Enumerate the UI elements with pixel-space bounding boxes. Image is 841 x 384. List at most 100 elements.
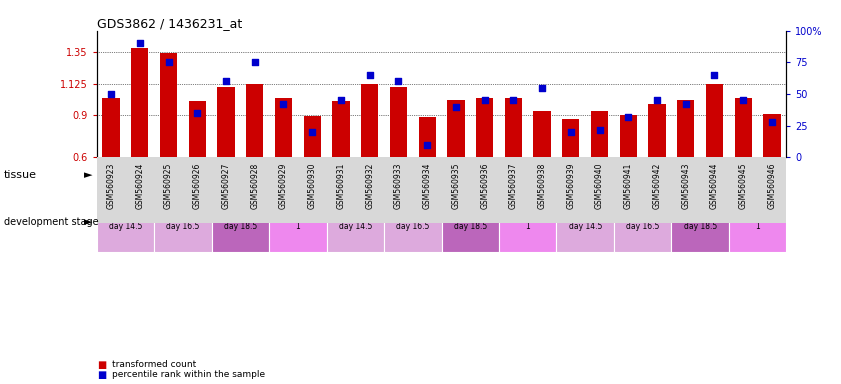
Text: GSM560924: GSM560924 xyxy=(135,163,145,209)
Text: GSM560928: GSM560928 xyxy=(251,163,259,209)
Text: tissue: tissue xyxy=(4,170,37,180)
Text: GSM560935: GSM560935 xyxy=(452,163,460,209)
Point xyxy=(708,72,722,78)
Bar xyxy=(154,192,212,252)
Point xyxy=(765,119,779,125)
Text: GSM560931: GSM560931 xyxy=(336,163,346,209)
Point xyxy=(161,59,175,65)
Text: efferent ducts: efferent ducts xyxy=(170,168,253,181)
Point xyxy=(564,129,578,135)
Text: embryonic
day 18.5: embryonic day 18.5 xyxy=(450,212,490,232)
Text: postnatal day
1: postnatal day 1 xyxy=(272,212,325,232)
Point xyxy=(191,110,204,116)
Point xyxy=(650,97,664,103)
Bar xyxy=(505,98,522,157)
Bar xyxy=(131,48,148,157)
Bar xyxy=(557,192,614,252)
Bar xyxy=(499,192,557,252)
Text: GSM560940: GSM560940 xyxy=(595,163,604,209)
Text: ■: ■ xyxy=(97,369,106,380)
Bar xyxy=(275,98,292,157)
Text: GSM560944: GSM560944 xyxy=(710,163,719,209)
Text: GDS3862 / 1436231_at: GDS3862 / 1436231_at xyxy=(97,17,242,30)
Bar xyxy=(389,87,407,157)
Text: percentile rank within the sample: percentile rank within the sample xyxy=(112,370,265,379)
Bar xyxy=(361,84,378,157)
Text: GSM560938: GSM560938 xyxy=(537,163,547,209)
Text: ■: ■ xyxy=(97,360,106,370)
Point xyxy=(334,97,347,103)
Bar xyxy=(557,157,786,192)
Point xyxy=(392,78,405,84)
Text: GSM560941: GSM560941 xyxy=(624,163,632,209)
Bar xyxy=(304,116,320,157)
Bar xyxy=(591,111,608,157)
Bar xyxy=(677,101,695,157)
Text: postnatal day
1: postnatal day 1 xyxy=(501,212,554,232)
Bar xyxy=(326,157,557,192)
Point xyxy=(679,101,692,107)
Bar xyxy=(764,114,780,157)
Text: GSM560930: GSM560930 xyxy=(308,163,317,209)
Bar xyxy=(269,192,326,252)
Bar xyxy=(97,157,326,192)
Text: GSM560936: GSM560936 xyxy=(480,163,489,209)
Bar xyxy=(103,98,119,157)
Bar xyxy=(620,115,637,157)
Bar xyxy=(476,98,493,157)
Bar xyxy=(419,117,436,157)
Text: ►: ► xyxy=(84,170,93,180)
Text: GSM560925: GSM560925 xyxy=(164,163,173,209)
Point xyxy=(420,142,434,148)
Point xyxy=(621,114,635,120)
Text: embryonic
day 16.5: embryonic day 16.5 xyxy=(622,212,663,232)
Text: GSM560933: GSM560933 xyxy=(394,163,403,209)
Point xyxy=(277,101,290,107)
Bar xyxy=(447,100,464,157)
Text: transformed count: transformed count xyxy=(112,361,196,369)
Text: embryonic
day 16.5: embryonic day 16.5 xyxy=(162,212,204,232)
Bar xyxy=(160,53,177,157)
Bar xyxy=(217,87,235,157)
Point xyxy=(104,91,118,97)
Text: GSM560946: GSM560946 xyxy=(768,163,776,209)
Bar xyxy=(706,84,723,157)
Bar xyxy=(648,104,665,157)
Point xyxy=(305,129,319,135)
Text: postnatal day
1: postnatal day 1 xyxy=(731,212,784,232)
Bar xyxy=(188,101,206,157)
Point xyxy=(220,78,233,84)
Point xyxy=(449,104,463,110)
Point xyxy=(248,59,262,65)
Point xyxy=(133,40,146,46)
Bar xyxy=(246,84,263,157)
Point xyxy=(737,97,750,103)
Text: embryonic
day 14.5: embryonic day 14.5 xyxy=(335,212,376,232)
Bar xyxy=(671,192,729,252)
Text: embryonic
day 16.5: embryonic day 16.5 xyxy=(393,212,433,232)
Text: GSM560939: GSM560939 xyxy=(566,163,575,209)
Text: GSM560937: GSM560937 xyxy=(509,163,518,209)
Text: vas deferens: vas deferens xyxy=(633,168,709,181)
Text: GSM560942: GSM560942 xyxy=(653,163,662,209)
Point xyxy=(363,72,377,78)
Bar xyxy=(97,192,154,252)
Text: GSM560932: GSM560932 xyxy=(365,163,374,209)
Text: GSM560934: GSM560934 xyxy=(423,163,431,209)
Bar xyxy=(729,192,786,252)
Point xyxy=(478,97,491,103)
Text: GSM560927: GSM560927 xyxy=(221,163,230,209)
Bar xyxy=(326,192,384,252)
Point xyxy=(593,126,606,132)
Text: GSM560929: GSM560929 xyxy=(279,163,288,209)
Bar xyxy=(384,192,442,252)
Text: GSM560923: GSM560923 xyxy=(107,163,115,209)
Text: embryonic
day 14.5: embryonic day 14.5 xyxy=(565,212,606,232)
Bar xyxy=(533,111,551,157)
Text: development stage: development stage xyxy=(4,217,99,227)
Bar xyxy=(332,101,350,157)
Text: GSM560926: GSM560926 xyxy=(193,163,202,209)
Text: GSM560943: GSM560943 xyxy=(681,163,690,209)
Text: GSM560945: GSM560945 xyxy=(738,163,748,209)
Text: epididymis: epididymis xyxy=(410,168,473,181)
